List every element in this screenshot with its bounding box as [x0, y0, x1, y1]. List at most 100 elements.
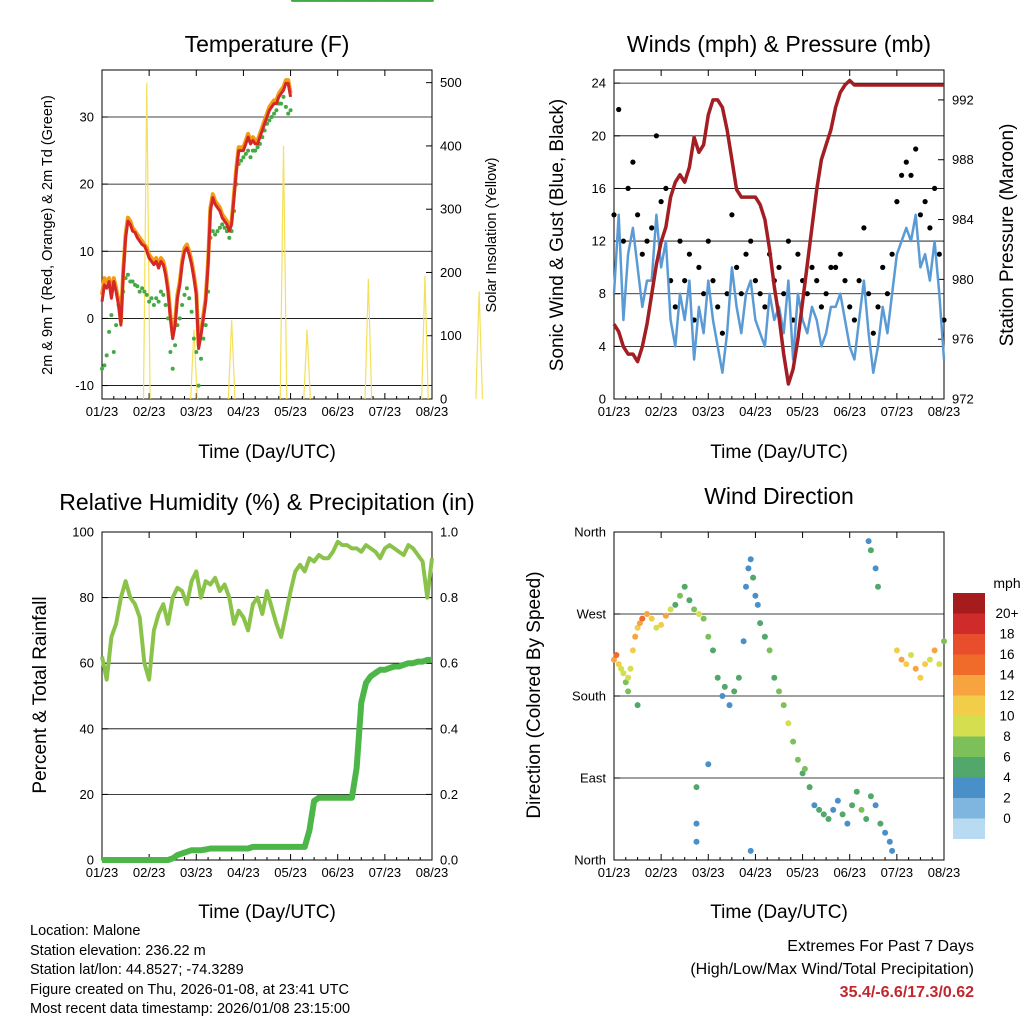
- humidity-ytick-label: 20: [80, 787, 94, 802]
- humidity-ytick-label: 40: [80, 721, 94, 736]
- gust-point: [908, 172, 914, 178]
- gust-point: [889, 251, 895, 257]
- total-rainfall-line: [102, 656, 432, 863]
- humidity-xtick-label: 03/23: [180, 865, 213, 880]
- gust-point: [917, 212, 924, 218]
- dewpoint-point: [102, 363, 107, 368]
- wind-direction-point: [811, 802, 818, 809]
- humidity-ytick-label: 100: [72, 525, 94, 540]
- gust-point: [809, 264, 815, 270]
- dewpoint-point: [283, 104, 288, 109]
- dewpoint-point: [210, 229, 215, 234]
- wind-direction-point: [667, 606, 674, 613]
- wind-direction-point: [620, 670, 627, 677]
- humidity-ytick-label-right: 0.6: [440, 656, 458, 671]
- temperature-ylabel-right: Solar Insolation (Yellow): [484, 157, 500, 312]
- dewpoint-point: [144, 292, 149, 297]
- temperature-ytick-label-right: 500: [440, 75, 462, 90]
- wind-direction-point: [922, 661, 929, 668]
- gust-point: [738, 291, 744, 297]
- gust-point: [653, 133, 660, 139]
- winds-ytick-label-right: 976: [952, 332, 974, 347]
- gust-point: [776, 264, 782, 270]
- temperature-xtick-label: 07/23: [369, 404, 402, 419]
- dewpoint-point: [140, 286, 145, 291]
- wind-direction-point: [882, 829, 889, 836]
- winds-xtick-label: 07/23: [881, 404, 914, 419]
- dewpoint-point: [196, 383, 201, 388]
- temp-2m-line: [100, 81, 293, 351]
- colorbar-level-label: 18: [999, 627, 1014, 642]
- wind-direction-point: [681, 583, 688, 590]
- winds-ytick-label-right: 988: [952, 152, 974, 167]
- winds-ytick-label: 24: [592, 76, 606, 91]
- dewpoint-point: [173, 343, 178, 348]
- gust-point: [635, 212, 641, 218]
- wind-direction-point: [816, 806, 823, 813]
- wind-direction-point: [743, 583, 749, 590]
- dewpoint-point: [104, 353, 109, 358]
- wind-direction-point: [644, 611, 650, 617]
- dewpoint-point: [158, 289, 163, 294]
- wind-direction-point: [849, 802, 856, 809]
- gust-point: [903, 159, 909, 165]
- dewpoint-point: [168, 350, 173, 354]
- wind-direction-point: [806, 784, 813, 791]
- winds-ytick-label-right: 972: [952, 392, 974, 407]
- wind-direction-point: [830, 806, 837, 813]
- wind-direction-point: [636, 620, 643, 627]
- dewpoint-point: [137, 289, 142, 294]
- dewpoint-point: [156, 299, 161, 304]
- wind-direction-point: [867, 793, 874, 800]
- dewpoint-point: [246, 148, 251, 153]
- gust-point: [936, 251, 942, 257]
- wind-direction-point: [834, 797, 841, 804]
- gust-point: [734, 264, 740, 270]
- direction-title: Wind Direction: [704, 483, 854, 509]
- wind-direction-point: [794, 756, 801, 763]
- wind-direction-point: [912, 665, 919, 672]
- wind-direction-point: [625, 674, 632, 681]
- colorbar-level-label: 16: [999, 647, 1014, 662]
- dewpoint-point: [130, 279, 135, 284]
- dewpoint-point: [142, 289, 147, 294]
- winds-ytick-label: 0: [599, 392, 606, 407]
- gust-point: [804, 291, 810, 297]
- solar-insolation-spike: [421, 275, 429, 400]
- direction-xtick-label: 02/23: [645, 865, 678, 880]
- wind-direction-point: [889, 847, 896, 854]
- wind-direction-point: [766, 647, 773, 654]
- direction-ytick-label: East: [580, 771, 606, 786]
- dewpoint-point: [227, 235, 232, 240]
- temperature-panel: Temperature (F) Time (Day/UTC) 2m & 9m T…: [40, 0, 500, 463]
- humidity-xtick-label: 05/23: [274, 865, 307, 880]
- wind-direction-point: [747, 556, 754, 563]
- wind-direction-point: [893, 647, 900, 654]
- colorbar-swatch: [953, 757, 985, 778]
- dewpoint-point: [267, 118, 272, 123]
- dewpoint-point: [170, 366, 175, 371]
- gust-point: [663, 185, 669, 191]
- humidity-xlabel: Time (Day/UTC): [198, 902, 336, 923]
- humidity-ytick-label-right: 0.2: [440, 787, 458, 802]
- dewpoint-point: [114, 323, 119, 328]
- gust-point: [795, 251, 801, 257]
- gust-point: [719, 330, 726, 336]
- winds-ylabel: Sonic Wind & Gust (Blue, Black): [547, 99, 568, 371]
- wind-direction-point: [618, 665, 625, 672]
- extremes-subtitle: (High/Low/Max Wind/Total Precipitation): [690, 961, 974, 978]
- gust-point: [696, 264, 702, 270]
- wind-direction-point: [611, 656, 617, 663]
- temperature-xtick-label: 01/23: [86, 404, 119, 419]
- dewpoint-point: [281, 94, 286, 99]
- wind-direction-point: [872, 565, 879, 572]
- gust-point: [866, 291, 872, 297]
- wind-direction-point: [625, 688, 632, 695]
- dewpoint-point: [182, 292, 187, 297]
- wind-direction-point: [622, 679, 629, 686]
- humidity-ytick-label-right: 1.0: [440, 525, 458, 540]
- temperature-ytick-label-right: 100: [440, 328, 462, 343]
- gust-point: [894, 199, 900, 205]
- wind-direction-point: [877, 820, 884, 827]
- dewpoint-point: [253, 148, 258, 153]
